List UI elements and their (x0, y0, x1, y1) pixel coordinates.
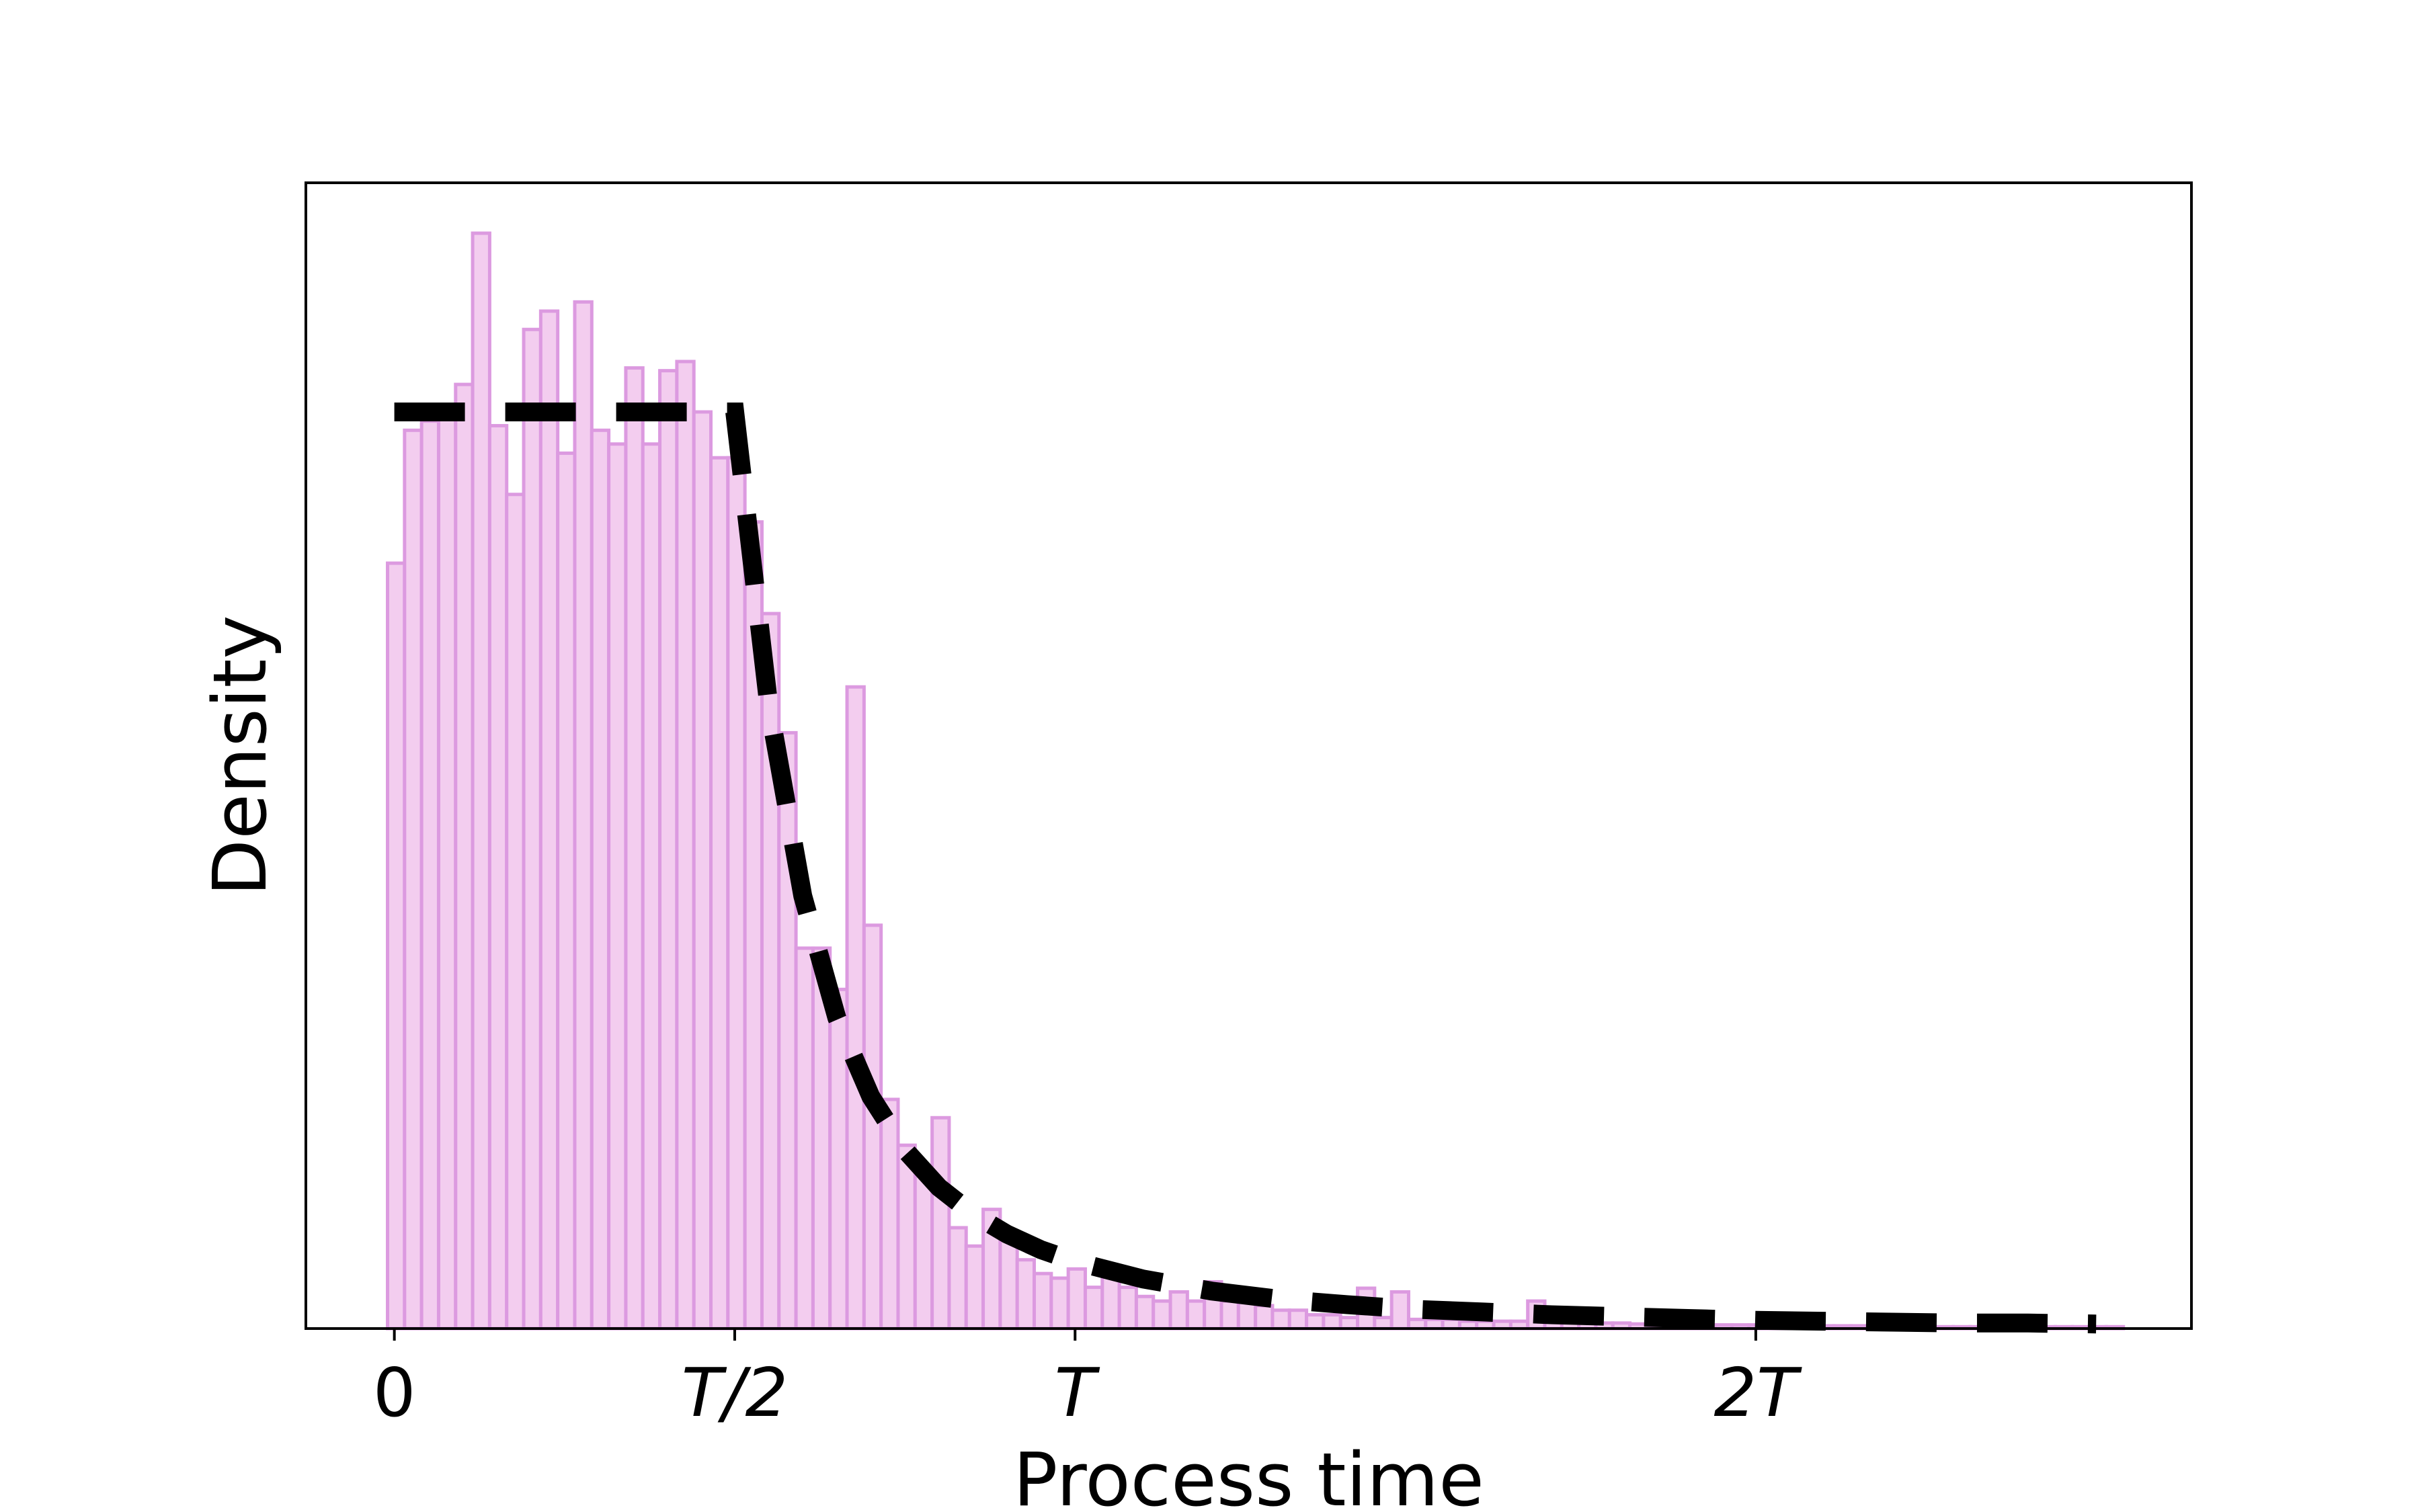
histogram-bar (709, 456, 730, 1331)
plot-frame (305, 181, 2193, 1330)
x-tick-label: T (1055, 1353, 1100, 1432)
histogram-bar (1015, 1258, 1037, 1331)
histogram-bar (403, 428, 424, 1331)
x-tick-label: 2T (1714, 1353, 1803, 1432)
histogram-bars (386, 231, 2126, 1331)
histogram-bar (436, 410, 458, 1331)
histogram-bar (675, 360, 696, 1331)
histogram-bar (522, 327, 542, 1331)
x-tick-label: 0 (373, 1353, 416, 1432)
histogram-bar (862, 923, 883, 1331)
histogram-bar (1373, 1316, 1394, 1331)
histogram-bar (1305, 1313, 1326, 1331)
y-axis-label: Density (197, 615, 283, 896)
histogram-bar (692, 410, 713, 1331)
histogram-bar (726, 456, 747, 1331)
histogram-bar (1152, 1299, 1172, 1331)
histogram-bar (556, 451, 577, 1331)
histogram-bar (760, 612, 781, 1331)
histogram-bar (419, 419, 440, 1331)
histogram-bar (624, 366, 645, 1331)
histogram-bar (1049, 1276, 1070, 1331)
histogram-bar (913, 1171, 934, 1331)
histogram-bar (471, 231, 491, 1331)
histogram-bar (1322, 1313, 1342, 1331)
histogram-bar (998, 1232, 1019, 1331)
histogram-bar (1134, 1294, 1156, 1331)
x-axis-label: Process time (1013, 1437, 1484, 1512)
histogram-bar (641, 442, 662, 1331)
x-axis-ticks: 0 T/2 T 2T (373, 1329, 1802, 1432)
histogram-bar (1033, 1271, 1053, 1331)
histogram-bar (386, 561, 407, 1331)
histogram-bar (1185, 1299, 1207, 1331)
histogram-bar (1117, 1286, 1138, 1331)
histogram-bar (658, 369, 679, 1331)
histogram-bar (1100, 1273, 1121, 1331)
histogram-bar (1287, 1308, 1309, 1331)
histogram-bar (1389, 1290, 1410, 1331)
histogram-bar (777, 730, 798, 1331)
histogram-bar (1424, 1317, 1445, 1331)
histogram-bar (964, 1244, 985, 1331)
histogram-bar (1066, 1267, 1087, 1331)
histogram-bar (879, 1097, 900, 1331)
histogram-bar (1219, 1299, 1240, 1331)
histogram-bar (896, 1143, 917, 1331)
histogram-bar (1338, 1316, 1360, 1331)
histogram-bar (1406, 1317, 1428, 1331)
histogram-bar (454, 382, 475, 1331)
fitted-density-curve (394, 403, 2097, 1334)
histogram-bar (947, 1226, 968, 1331)
x-tick-label: T/2 (682, 1353, 788, 1432)
histogram-bar (930, 1116, 951, 1331)
histogram-bar (487, 423, 509, 1331)
histogram-bar (1441, 1317, 1461, 1331)
histogram-bar (828, 987, 849, 1331)
histogram-bar (1254, 1304, 1275, 1331)
histogram-bar (794, 946, 815, 1331)
histogram-bar (845, 685, 866, 1331)
histogram-bar (538, 309, 560, 1331)
histogram-bar (607, 442, 628, 1331)
histogram-bar (505, 493, 526, 1331)
histogram-bar (1168, 1290, 1189, 1331)
histogram-bar (1083, 1286, 1104, 1331)
histogram-bar (1270, 1308, 1291, 1331)
histogram-bar (573, 300, 594, 1331)
histogram-bar (590, 428, 611, 1331)
